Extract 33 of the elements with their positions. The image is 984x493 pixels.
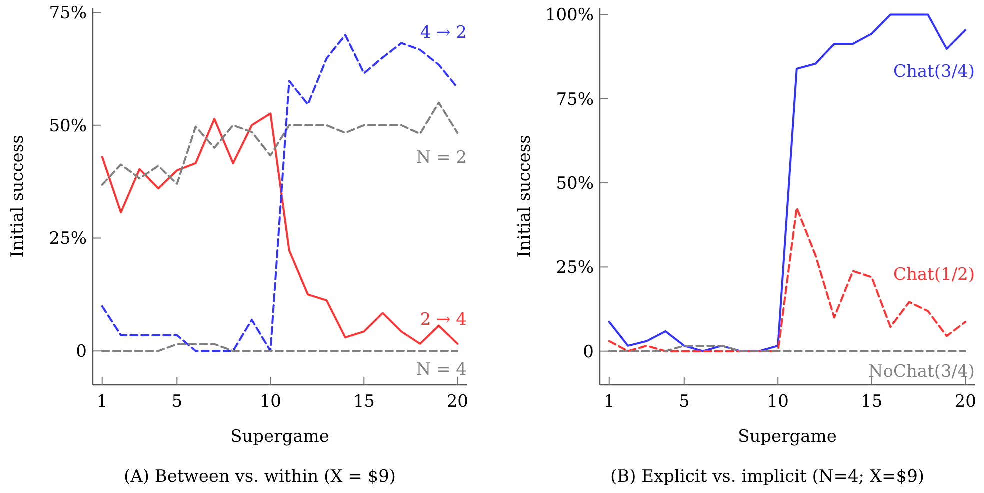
y-tick-label: 0 [76, 342, 87, 362]
x-tick-label: 15 [861, 392, 883, 412]
x-tick-label: 15 [353, 392, 375, 412]
y-tick-label: 75% [556, 90, 594, 110]
y-tick-label: 25% [49, 229, 87, 250]
text: (A) Between vs. within (X = $9) [124, 467, 396, 487]
y-axis-title: Initial success [515, 135, 535, 258]
series-label: 2 → 4 [420, 310, 467, 330]
series-label: 4 → 2 [420, 23, 467, 43]
y-tick-label: 0 [583, 342, 594, 362]
y-axis-title: Initial success [8, 135, 28, 258]
y-tick-label: 50% [556, 174, 594, 194]
series-label: NoChat(3/4) [868, 362, 975, 382]
x-tick-label: 5 [678, 392, 690, 412]
x-tick-label: 10 [260, 392, 282, 412]
x-tick-label: 1 [604, 392, 615, 412]
series-label: N = 4 [416, 360, 467, 380]
x-tick-label: 20 [954, 392, 976, 412]
x-tick-label: 5 [172, 392, 183, 412]
y-tick-label: 75% [49, 3, 87, 24]
x-axis-title: Supergame [738, 427, 837, 447]
x-tick-label: 1 [96, 392, 108, 412]
x-axis-title: Supergame [230, 427, 330, 447]
y-tick-label: 50% [49, 116, 87, 136]
series-label: N = 2 [416, 148, 467, 168]
x-tick-label: 10 [767, 392, 789, 412]
y-tick-label: 100% [545, 6, 594, 26]
text: (B) Explicit vs. implicit (N=4; X=$9) [610, 467, 925, 487]
series-label: Chat(1/2) [893, 265, 975, 285]
series-label: Chat(3/4) [893, 62, 975, 82]
y-tick-label: 25% [556, 258, 594, 278]
x-tick-label: 20 [446, 392, 468, 412]
line-series [101, 102, 459, 186]
